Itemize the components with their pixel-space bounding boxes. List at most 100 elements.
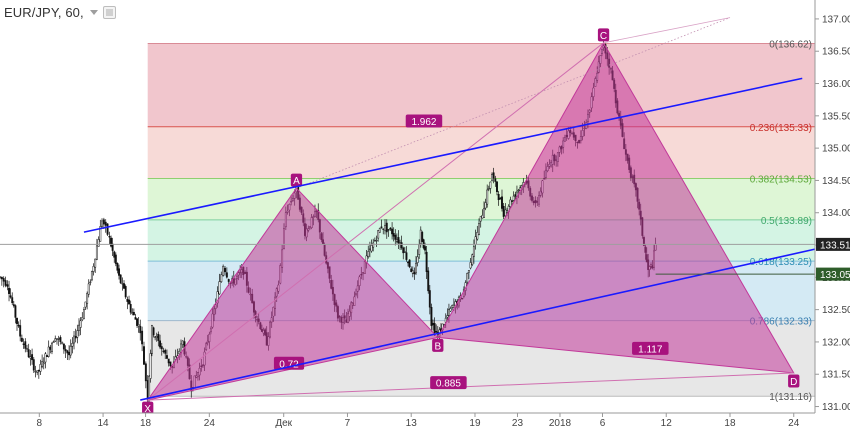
candle-body	[131, 312, 134, 314]
fib-label-0.786: 0.786(132.33)	[750, 317, 812, 328]
chevron-down-icon[interactable]	[89, 7, 98, 18]
settings-square-icon[interactable]	[102, 5, 116, 19]
ratio-label-1-962[interactable]: 1.962	[405, 114, 443, 128]
candle-body	[511, 200, 513, 202]
candle-body	[476, 232, 479, 240]
candle-body	[121, 283, 124, 285]
candle-body	[87, 283, 90, 295]
candle-body	[451, 305, 454, 308]
candle-body	[483, 208, 485, 218]
pattern-point-c-text: C	[600, 31, 607, 42]
candle-body	[410, 268, 413, 272]
candle-body	[54, 338, 57, 342]
candle-body	[47, 346, 50, 357]
candle-body	[474, 236, 477, 245]
candle-body	[484, 202, 487, 209]
y-tick-label: 134.50	[822, 176, 850, 187]
candle-body	[134, 317, 137, 320]
candle-body	[20, 337, 23, 342]
candle-body	[29, 356, 32, 359]
candle-body	[422, 239, 425, 249]
candle-body	[111, 243, 114, 251]
candle-body	[19, 325, 22, 337]
pattern-point-a[interactable]: A	[290, 173, 303, 188]
ratio-label-0-885[interactable]: 0.885	[430, 376, 467, 390]
candle-body	[102, 219, 105, 225]
candle-body	[517, 189, 520, 192]
fib-label-0.5: 0.5(133.89)	[761, 216, 812, 227]
candle-body	[152, 327, 155, 336]
candle-body	[14, 305, 17, 318]
price-marker-label-2: 133.05	[820, 270, 850, 281]
candle-body	[82, 309, 85, 320]
price-marker-label-1: 133.51	[820, 240, 850, 251]
y-tick-label: 131.00	[822, 402, 850, 413]
candle-body	[178, 350, 181, 355]
symbol-title: EUR/JPY, 60,	[4, 4, 84, 20]
fib-label-0.382: 0.382(134.53)	[750, 174, 812, 185]
candle-body	[136, 318, 139, 326]
candle-body	[502, 205, 505, 217]
candle-body	[92, 266, 95, 272]
pattern-line-xd[interactable]	[147, 372, 794, 401]
candle-body	[32, 359, 35, 371]
price-marker-2[interactable]	[816, 267, 850, 281]
trend-line-1[interactable]	[140, 243, 837, 401]
candle-body	[99, 226, 102, 242]
candle-body	[472, 246, 475, 257]
pattern-line-extension	[603, 17, 731, 44]
candle-body	[506, 210, 508, 213]
pattern-point-d[interactable]: D	[788, 374, 800, 388]
candle-body	[400, 242, 403, 249]
candle-body	[446, 315, 449, 318]
candle-body	[421, 231, 424, 242]
candle-body	[0, 276, 3, 280]
candle-body	[64, 349, 67, 352]
x-tick-label: 7	[345, 418, 351, 429]
x-tick-label: 23	[512, 418, 524, 429]
price-axis[interactable]: 131.00131.50132.00132.50133.00133.50134.…	[814, 0, 850, 430]
candle-body	[402, 247, 405, 254]
candle-body	[413, 271, 416, 275]
candle-body	[397, 237, 400, 244]
trend-line-2[interactable]	[83, 77, 803, 233]
price-marker-1[interactable]	[816, 237, 850, 251]
candle-body	[164, 349, 167, 354]
pattern-triangle-bcd[interactable]	[436, 41, 795, 374]
x-tick-label: 8	[37, 418, 43, 429]
candle-body	[95, 245, 98, 260]
candle-body	[380, 226, 383, 228]
pattern-point-x-text: X	[144, 404, 151, 415]
candle-body	[494, 178, 497, 182]
ratio-label-0-72-text: 0.72	[279, 359, 299, 370]
candle-body	[479, 216, 482, 222]
pattern-point-x[interactable]: X	[142, 401, 154, 416]
candle-body	[367, 251, 370, 257]
pattern-point-b[interactable]: B	[432, 338, 444, 353]
candle-body	[68, 351, 71, 356]
candle-body	[12, 304, 15, 307]
candle-body	[11, 297, 14, 304]
candle-body	[432, 322, 434, 326]
candle-body	[17, 324, 20, 327]
candle-body	[435, 330, 438, 333]
ratio-label-0-72[interactable]: 0.72	[273, 356, 305, 371]
candle-body	[372, 242, 375, 248]
candle-body	[46, 355, 48, 357]
pattern-point-c[interactable]: C	[597, 28, 610, 42]
candle-body	[101, 220, 103, 227]
time-axis[interactable]: 8 14 18 24 Дек 7 13 19 23 2018 6 12 18 24	[0, 412, 850, 430]
candle-body	[62, 343, 65, 350]
y-tick-label: 136.00	[822, 79, 850, 90]
trend-channel[interactable]	[0, 77, 837, 401]
pattern-line-xc[interactable]	[147, 42, 604, 401]
candle-body	[368, 248, 371, 251]
candle-body	[411, 270, 414, 274]
candle-body	[94, 258, 97, 268]
candle-body	[123, 283, 125, 289]
ratio-label-1-117[interactable]: 1.117	[632, 341, 669, 356]
harmonic-pattern[interactable]: X A B C D 1.962 0.72 1.117 0.885	[142, 17, 800, 416]
pattern-point-b-bg	[432, 338, 444, 352]
candle-body	[81, 317, 84, 321]
